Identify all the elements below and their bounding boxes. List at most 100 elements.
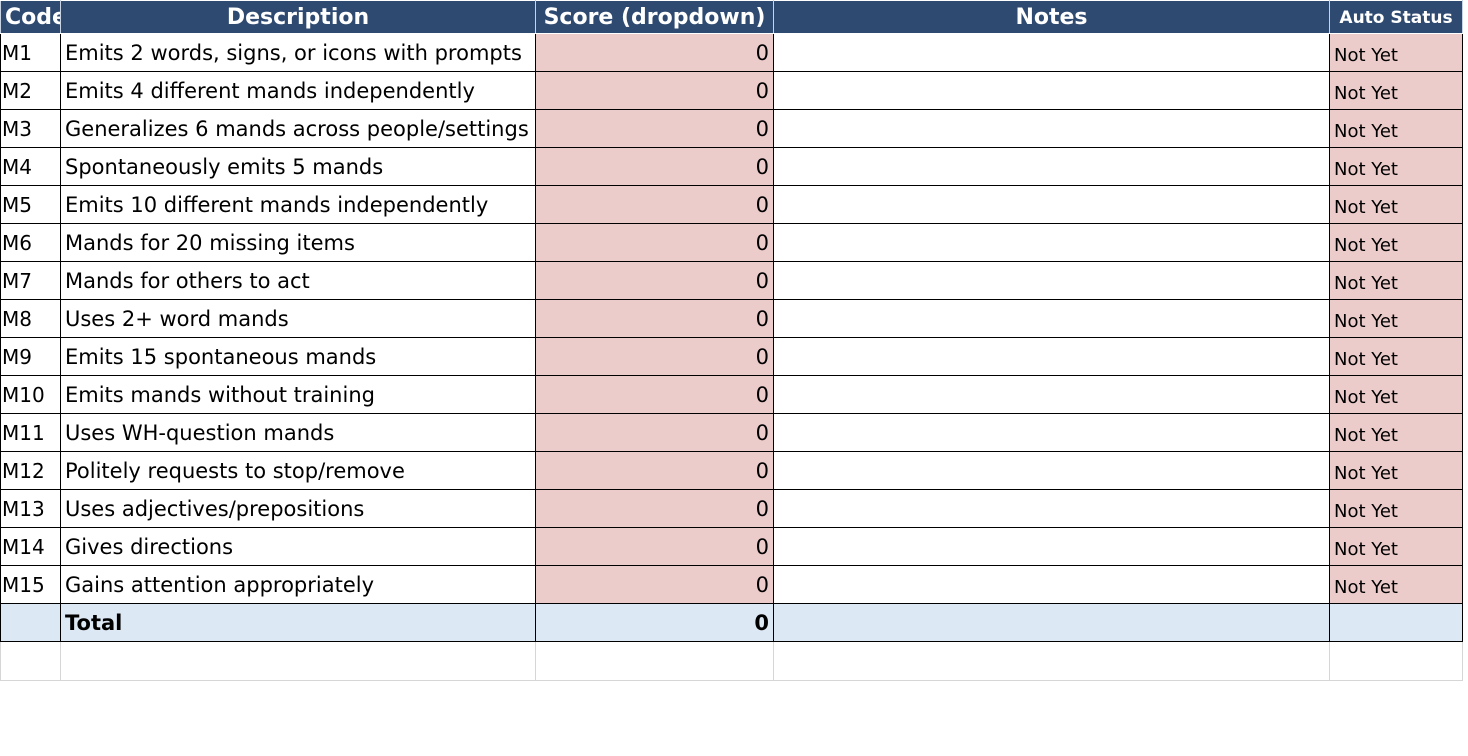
status-cell: Not Yet: [1329, 451, 1463, 490]
status-cell: Not Yet: [1329, 261, 1463, 300]
code-cell: M15: [0, 565, 61, 604]
status-cell: Not Yet: [1329, 109, 1463, 148]
total-label: Total: [60, 603, 536, 642]
status-cell: Not Yet: [1329, 337, 1463, 376]
data-row: M9 Emits 15 spontaneous mands 0 Not Yet: [0, 337, 1463, 376]
status-cell: Not Yet: [1329, 147, 1463, 186]
data-row: M7 Mands for others to act 0 Not Yet: [0, 261, 1463, 300]
status-cell: Not Yet: [1329, 489, 1463, 528]
description-cell: Emits mands without training: [60, 375, 536, 414]
data-row: M8 Uses 2+ word mands 0 Not Yet: [0, 299, 1463, 338]
description-cell: Uses 2+ word mands: [60, 299, 536, 338]
score-cell: 0: [535, 147, 774, 186]
score-cell: 0: [535, 299, 774, 338]
score-cell: 0: [535, 109, 774, 148]
status-cell: [1329, 603, 1463, 642]
data-row: M10 Emits mands without training 0 Not Yet: [0, 375, 1463, 414]
description-cell: Emits 4 different mands independently: [60, 71, 536, 110]
data-row: M2 Emits 4 different mands independently 0…: [0, 71, 1463, 110]
code-cell: M5: [0, 185, 61, 224]
column-header: Description: [60, 0, 536, 34]
blank-cell: [0, 641, 61, 681]
data-row: M6 Mands for 20 missing items 0 Not Yet: [0, 223, 1463, 262]
score-cell: 0: [535, 33, 774, 72]
status-cell: Not Yet: [1329, 71, 1463, 110]
blank-cell: [1329, 641, 1463, 681]
data-row: M13 Uses adjectives/prepositions 0 Not Yet: [0, 489, 1463, 528]
notes-cell: [773, 413, 1330, 452]
data-row: M12 Politely requests to stop/remove 0 Not …: [0, 451, 1463, 490]
data-row: M15 Gains attention appropriately 0 Not Yet: [0, 565, 1463, 604]
code-cell: M1: [0, 33, 61, 72]
data-row: M11 Uses WH-question mands 0 Not Yet: [0, 413, 1463, 452]
status-cell: Not Yet: [1329, 223, 1463, 262]
notes-cell: [773, 33, 1330, 72]
code-cell: M10: [0, 375, 61, 414]
code-cell: [0, 603, 61, 642]
code-cell: M13: [0, 489, 61, 528]
notes-cell: [773, 337, 1330, 376]
notes-cell: [773, 71, 1330, 110]
notes-cell: [773, 451, 1330, 490]
score-cell: 0: [535, 565, 774, 604]
description-cell: Gains attention appropriately: [60, 565, 536, 604]
blank-cell: [773, 641, 1330, 681]
code-cell: M7: [0, 261, 61, 300]
description-cell: Uses WH-question mands: [60, 413, 536, 452]
code-cell: M4: [0, 147, 61, 186]
score-cell: 0: [535, 527, 774, 566]
description-cell: Generalizes 6 mands across people/settin…: [60, 109, 536, 148]
description-cell: Politely requests to stop/remove: [60, 451, 536, 490]
notes-cell: [773, 565, 1330, 604]
notes-cell: [773, 527, 1330, 566]
status-cell: Not Yet: [1329, 413, 1463, 452]
notes-cell: [773, 109, 1330, 148]
column-header: Code: [0, 0, 61, 34]
score-cell: 0: [535, 71, 774, 110]
table-body: M1 Emits 2 words, signs, or icons with pr…: [0, 33, 1463, 681]
blank-row: [0, 641, 1463, 681]
notes-cell: [773, 185, 1330, 224]
status-cell: Not Yet: [1329, 185, 1463, 224]
spreadsheet: CodeDescriptionScore (dropdown)NotesAuto…: [0, 0, 1463, 681]
blank-cell: [535, 641, 774, 681]
score-cell: 0: [535, 261, 774, 300]
notes-cell: [773, 603, 1330, 642]
description-cell: Emits 2 words, signs, or icons with prom…: [60, 33, 536, 72]
total-row: Total 0: [0, 603, 1463, 642]
data-row: M3 Generalizes 6 mands across people/sett…: [0, 109, 1463, 148]
code-cell: M2: [0, 71, 61, 110]
status-cell: Not Yet: [1329, 527, 1463, 566]
code-cell: M14: [0, 527, 61, 566]
score-cell: 0: [535, 337, 774, 376]
score-cell: 0: [535, 413, 774, 452]
code-cell: M11: [0, 413, 61, 452]
status-cell: Not Yet: [1329, 33, 1463, 72]
status-cell: Not Yet: [1329, 375, 1463, 414]
total-score: 0: [535, 603, 774, 642]
notes-cell: [773, 375, 1330, 414]
notes-cell: [773, 299, 1330, 338]
notes-cell: [773, 489, 1330, 528]
code-cell: M6: [0, 223, 61, 262]
score-cell: 0: [535, 223, 774, 262]
description-cell: Emits 15 spontaneous mands: [60, 337, 536, 376]
code-cell: M3: [0, 109, 61, 148]
column-header: Notes: [773, 0, 1330, 34]
data-row: M4 Spontaneously emits 5 mands 0 Not Yet: [0, 147, 1463, 186]
data-row: M14 Gives directions 0 Not Yet: [0, 527, 1463, 566]
code-cell: M8: [0, 299, 61, 338]
column-header: Score (dropdown): [535, 0, 774, 34]
notes-cell: [773, 223, 1330, 262]
description-cell: Mands for 20 missing items: [60, 223, 536, 262]
header-row: CodeDescriptionScore (dropdown)NotesAuto…: [0, 0, 1463, 34]
status-cell: Not Yet: [1329, 299, 1463, 338]
score-cell: 0: [535, 451, 774, 490]
data-row: M1 Emits 2 words, signs, or icons with pr…: [0, 33, 1463, 72]
data-row: M5 Emits 10 different mands independently…: [0, 185, 1463, 224]
description-cell: Spontaneously emits 5 mands: [60, 147, 536, 186]
blank-cell: [60, 641, 536, 681]
column-header: Auto Status: [1329, 0, 1463, 34]
code-cell: M12: [0, 451, 61, 490]
